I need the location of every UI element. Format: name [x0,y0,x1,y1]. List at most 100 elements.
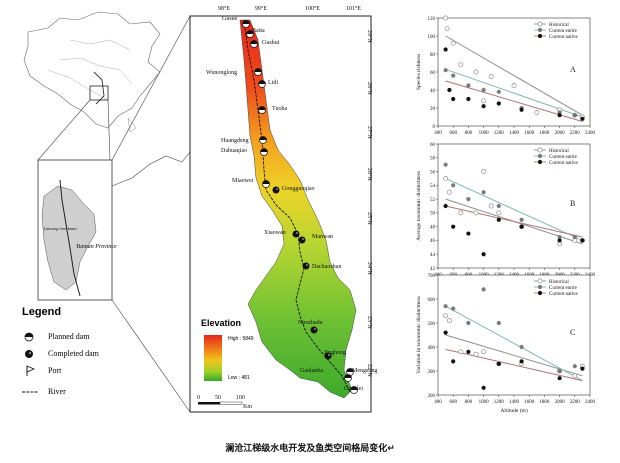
y-tick-label: 50 [430,212,436,217]
y-tick-label: 700 [428,274,436,279]
data-point-current-entire [572,234,577,240]
elevation-low-label: Low : 481 [228,375,250,381]
y-axis-label: Variation in taxonomic distinctness [416,296,422,373]
legend-title: Legend [22,306,62,318]
data-point-current-native [557,238,562,243]
chart-panel-a: 400 600 800 1000 1200 1400 1600 1800 2000 2200 240… [416,15,596,136]
data-point-current-native [451,224,456,229]
y-tick-label: 52 [430,198,436,203]
longitude-label-3: 101°E [346,6,362,12]
x-tick-label: 1800 [539,131,550,136]
legend-label-river: River [48,387,66,396]
site-label-jinghong: Jinghong [324,350,347,356]
dam-marker-guanlei [350,386,358,394]
dam-marker-dahuaqiao [260,148,268,156]
y-tick-label: 48 [430,225,436,230]
x-tick-label: 2200 [570,131,581,136]
data-point-current-native [447,87,452,93]
scale-label-50: 50 [215,395,221,401]
dam-marker-dachaoshan [302,262,310,270]
scale-unit: Km [243,404,252,410]
planned-dam-symbol [24,332,34,342]
data-point-current-native [519,359,524,364]
site-label-huangdeng: Huangdeng [221,138,249,144]
chart-legend-item: Historical [534,147,569,154]
chart-legend-label: Historical [549,280,569,285]
longitude-label-0: 98°E [218,6,231,12]
y-tick-label: 42 [430,267,436,272]
data-point-historical [481,169,487,175]
data-point-historical [488,74,494,79]
chart-legend-item: Current entire [534,284,578,291]
trend-line-current-entire [445,305,583,382]
dam-marker-wunonglong [254,68,262,76]
data-point-historical [473,351,479,357]
data-point-historical [444,26,450,32]
dam-marker-gusue [242,20,250,28]
x-tick-label: 1200 [494,400,505,405]
data-point-current-entire [466,197,471,202]
chart-legend-item: Current entire [534,153,578,160]
legend-symbols [22,332,38,393]
site-label-gushui: Gushui [262,40,280,46]
data-point-current-entire [443,68,448,73]
data-point-historical [481,98,487,104]
inset-box [89,85,109,101]
scale-bar [198,401,243,405]
data-point-historical [534,110,540,115]
data-point-current-native [557,376,562,381]
site-label-manwan: Manwan [312,234,333,240]
trend-line-historical [445,35,583,116]
dam-marker-mengsong [344,374,352,382]
data-point-current-entire [451,306,456,311]
latitude-label-0: 29°N [366,30,372,43]
data-point-current-native [580,366,585,371]
data-point-historical [458,349,464,355]
chart-legend-item: Current native [534,33,579,40]
data-point-current-native [537,290,543,296]
dam-marker-baita [246,30,254,38]
chart-panel-b: 4006008001000120014001600180020002200240… [416,143,596,278]
x-tick-label: 800 [465,400,473,405]
elevation-high-label: High : 5849 [228,336,254,342]
data-point-historical [473,210,479,216]
latitude-label-3: 26°N [366,168,372,181]
data-point-historical [537,21,543,27]
trend-line-current-native [445,205,583,238]
latitude-label-6: 23°N [366,316,372,329]
data-point-current-entire [519,344,524,350]
legend-label-port: Port [48,366,62,375]
x-tick-label: 600 [449,400,457,405]
longitude-label-1: 99°E [255,6,268,12]
data-point-current-native [451,359,456,364]
yunnan-inset-map [37,151,191,301]
dam-marker-huangdeng [259,136,267,144]
site-label-gusue: Gusue [222,16,238,22]
x-tick-label: 400 [434,400,442,405]
x-tick-label: 2400 [585,131,596,136]
x-tick-label: 1200 [494,131,505,136]
y-tick-label: 44 [430,253,436,258]
data-point-current-entire [481,190,486,195]
data-point-historical [443,15,449,21]
port-flag-icon [26,365,36,376]
data-point-historical [537,147,543,153]
data-point-current-native [443,330,448,335]
data-point-historical [446,189,452,195]
panel-letter: B [570,199,575,208]
scale-label-100: 100 [236,395,245,401]
y-tick-label: 100 [428,35,436,40]
latitude-label-5: 24°N [366,262,372,275]
site-label-nuozhadu: Nuozhadu [298,320,323,326]
scale-label-0: 0 [197,395,200,401]
chart-legend-label: Current entire [549,155,578,160]
legend-label-planned-dam: Planned dam [48,332,90,341]
data-point-historical [458,62,464,68]
chart-legend-item: Historical [534,278,569,285]
y-axis-label: Average taxonomic distinctness [416,171,422,241]
latitude-label-4: 25°N [366,212,372,225]
site-label-wunonglong: Wunonglong [206,70,238,76]
data-point-historical [488,203,494,209]
chart-legend-item: Current native [534,290,579,297]
